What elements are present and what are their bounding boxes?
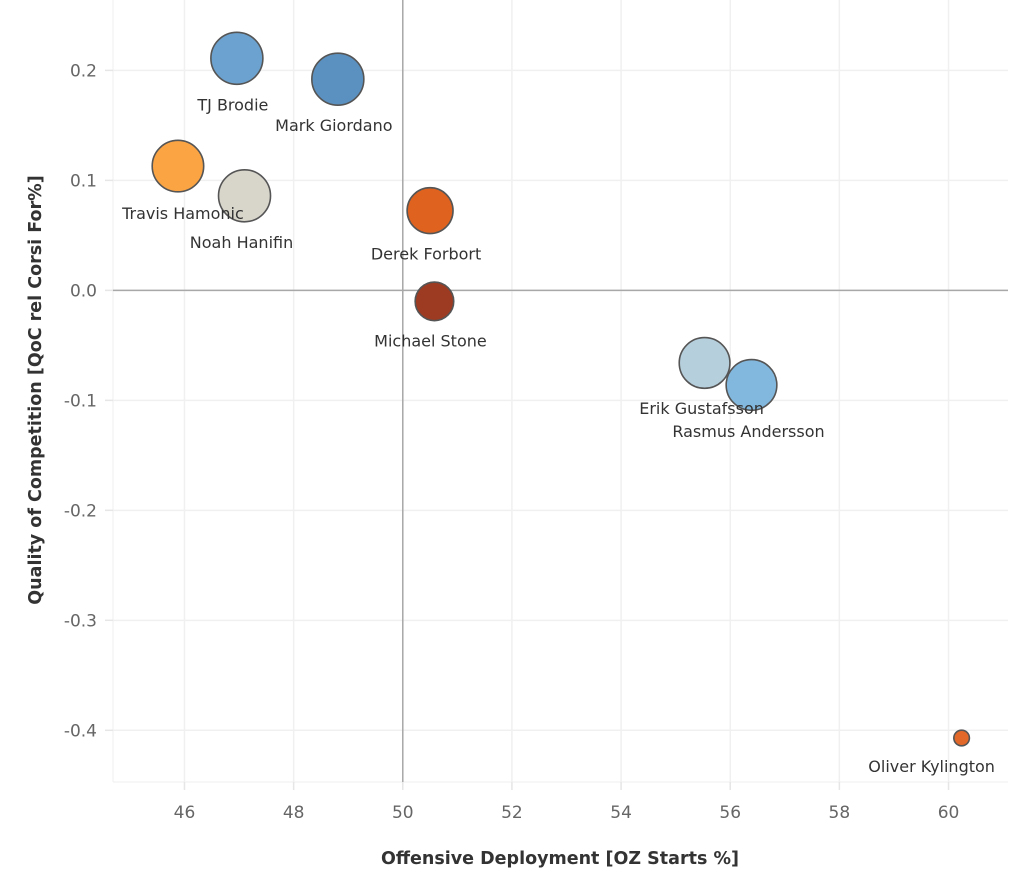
y-tick-label: 0.2 [70,61,97,81]
data-point-label: Michael Stone [374,331,487,350]
data-point-label: Erik Gustafsson [639,399,764,418]
x-tick-label: 52 [501,803,523,823]
y-axis-title: Quality of Competition [QoC rel Corsi Fo… [26,175,46,604]
data-point-label: Derek Forbort [371,245,481,264]
data-point[interactable] [953,729,971,747]
data-point-label: Mark Giordano [275,116,392,135]
data-point-label: Oliver Kylington [868,757,995,776]
data-point-label: Rasmus Andersson [672,422,824,441]
data-point-label: Travis Hamonic [121,204,244,223]
y-tick-label: 0.0 [70,281,97,301]
data-point[interactable] [678,336,731,390]
data-point[interactable] [311,52,365,106]
x-tick-label: 60 [938,803,960,823]
x-axis-title: Offensive Deployment [OZ Starts %] [381,849,739,869]
data-point-label: Noah Hanifin [190,233,293,252]
x-axis: 46 48 50 52 54 56 58 60 [174,782,960,823]
data-point[interactable] [151,139,205,193]
y-tick-label: 0.1 [70,171,97,191]
data-point[interactable] [210,31,264,86]
point-labels: TJ Brodie Mark Giordano Travis Hamonic Noah… [121,95,995,776]
y-tick-label: -0.3 [64,611,97,631]
x-tick-label: 58 [829,803,851,823]
data-point[interactable] [406,186,454,235]
x-tick-label: 56 [719,803,741,823]
reference-lines [113,0,1008,782]
y-axis: 0.2 0.1 0.0 -0.1 -0.2 -0.3 -0.4 [64,61,113,741]
data-point[interactable] [217,168,272,223]
grid-lines [112,0,1008,783]
y-tick-label: -0.1 [64,391,97,411]
data-point-label: TJ Brodie [196,95,268,114]
data-points [151,31,971,747]
data-point[interactable] [725,358,778,412]
x-tick-label: 48 [283,803,305,823]
y-tick-label: -0.2 [64,501,97,521]
data-point[interactable] [414,281,455,322]
x-tick-label: 50 [392,803,414,823]
x-tick-label: 46 [174,803,196,823]
y-tick-label: -0.4 [64,721,97,741]
x-tick-label: 54 [610,803,632,823]
